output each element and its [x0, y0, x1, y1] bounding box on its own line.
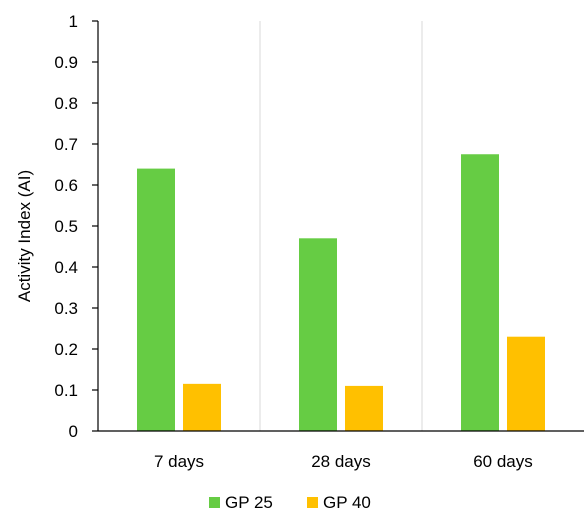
y-tick-label: 0.5: [54, 217, 78, 236]
legend-swatch: [209, 497, 220, 508]
bar: [137, 168, 175, 431]
y-tick-label: 0: [69, 422, 78, 441]
bar: [299, 238, 337, 431]
y-axis-ticks: 0 0.1 0.2 0.3 0.4 0.5 0.6 0.7 0.8 0.9 1: [54, 12, 98, 441]
y-tick-label: 0.8: [54, 94, 78, 113]
legend-swatch: [307, 497, 318, 508]
x-tick-label: 60 days: [473, 452, 533, 471]
bars: [137, 154, 545, 431]
legend: GP 25 GP 40: [209, 493, 371, 512]
y-tick-label: 0.1: [54, 381, 78, 400]
y-tick-label: 0.7: [54, 135, 78, 154]
x-tick-label: 7 days: [154, 452, 204, 471]
category-separators: [259, 21, 423, 431]
y-tick-label: 0.2: [54, 340, 78, 359]
y-axis-title: Activity Index (AI): [15, 170, 34, 302]
bar: [183, 383, 221, 431]
y-tick-label: 0.6: [54, 176, 78, 195]
bar: [461, 154, 499, 431]
bar: [345, 385, 383, 431]
x-tick-label: 28 days: [311, 452, 371, 471]
legend-label: GP 40: [323, 493, 371, 512]
x-axis-labels: 7 days 28 days 60 days: [154, 452, 533, 471]
y-tick-label: 0.9: [54, 53, 78, 72]
y-tick-label: 0.3: [54, 299, 78, 318]
legend-label: GP 25: [225, 493, 273, 512]
bar: [507, 336, 545, 431]
y-tick-label: 1: [69, 12, 78, 31]
y-tick-label: 0.4: [54, 258, 78, 277]
